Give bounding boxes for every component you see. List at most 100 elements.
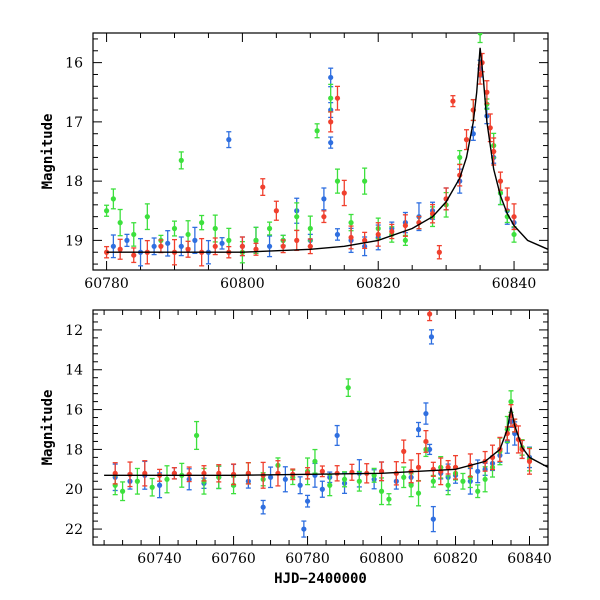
data-point (334, 178, 341, 184)
x-tick-label: 60760 (211, 551, 256, 567)
x-tick-label: 60800 (220, 276, 265, 292)
data-point (328, 140, 334, 146)
data-point (401, 474, 407, 480)
data-point (239, 243, 246, 249)
data-point (460, 478, 466, 484)
data-point (408, 482, 414, 488)
data-point (378, 488, 385, 494)
data-point (423, 410, 429, 417)
data-point (185, 231, 191, 238)
data-point (226, 237, 232, 243)
data-point (362, 237, 368, 243)
data-point (362, 178, 368, 184)
data-point (307, 243, 313, 249)
data-point (178, 157, 184, 163)
y-tick-label: 16 (65, 403, 83, 419)
data-point (328, 119, 334, 125)
data-point (321, 196, 327, 202)
data-point (127, 471, 133, 477)
series-2 (112, 310, 533, 489)
data-point (117, 246, 123, 252)
y-axis-title: Magnitude (40, 114, 56, 190)
data-point (436, 249, 442, 255)
data-point (314, 128, 320, 134)
data-point (110, 196, 116, 202)
x-tick-label: 60820 (356, 276, 401, 292)
data-point (260, 504, 266, 510)
data-point (475, 488, 481, 494)
data-point (165, 240, 171, 246)
data-point (427, 311, 433, 317)
y-tick-label: 20 (65, 482, 83, 498)
data-point (131, 231, 137, 238)
data-point (389, 228, 395, 235)
data-point (430, 478, 436, 484)
top-panel: 60780 60800 60820 60840 16 17 18 19 Magnitude (40, 32, 549, 292)
data-point (427, 446, 433, 453)
model-curve (106, 47, 548, 253)
data-point (301, 526, 307, 532)
data-point (131, 252, 137, 258)
data-point (511, 231, 517, 238)
data-point (267, 474, 274, 480)
data-point (504, 196, 510, 202)
y-tick-label: 17 (65, 115, 83, 131)
data-point (156, 482, 163, 488)
x-tick-label: 60840 (507, 551, 552, 567)
data-point (470, 131, 476, 137)
data-point (192, 237, 198, 243)
data-point (348, 220, 354, 226)
data-point (212, 243, 218, 249)
plot-frame (92, 309, 549, 546)
data-point (356, 478, 362, 484)
x-tick-label: 60820 (433, 551, 478, 567)
data-point (110, 243, 116, 249)
data-point (415, 464, 422, 470)
data-point (253, 246, 259, 252)
data-point (526, 458, 533, 464)
data-point (415, 426, 422, 433)
data-point (273, 208, 279, 214)
y-tick-label: 12 (65, 323, 83, 339)
data-point (124, 237, 130, 243)
data-point (149, 484, 155, 490)
data-point (280, 243, 286, 249)
data-point (375, 231, 381, 238)
data-point (345, 385, 351, 391)
data-point (321, 214, 327, 220)
x-tick-label: 60800 (359, 551, 404, 567)
y-tick-label: 14 (65, 363, 83, 379)
series-1 (112, 378, 533, 507)
data-point (212, 225, 218, 232)
data-point (334, 95, 341, 101)
data-point (484, 89, 490, 95)
data-point (402, 222, 408, 229)
data-point (428, 334, 435, 340)
plot-area (104, 310, 548, 538)
data-point (508, 399, 514, 405)
data-point (199, 220, 205, 226)
data-point (117, 220, 123, 226)
data-point (497, 178, 504, 184)
data-point (348, 234, 354, 241)
data-point (386, 496, 392, 502)
data-point (193, 432, 200, 439)
data-point (393, 470, 399, 476)
data-point (328, 74, 334, 81)
data-point (297, 482, 303, 488)
y-axis-title: Magnitude (40, 390, 56, 466)
data-point (402, 237, 408, 243)
series-1 (103, 33, 517, 264)
y-tick-label: 16 (65, 56, 83, 72)
data-point (158, 243, 164, 249)
data-point (445, 482, 451, 488)
data-point (319, 468, 325, 474)
y-tick-label: 22 (65, 522, 83, 538)
data-point (491, 148, 497, 155)
y-tick-label: 19 (65, 233, 83, 249)
data-point (430, 516, 436, 522)
data-point (171, 225, 178, 232)
data-point (219, 240, 225, 246)
data-point (294, 237, 300, 243)
x-tick-label: 60780 (84, 276, 129, 292)
